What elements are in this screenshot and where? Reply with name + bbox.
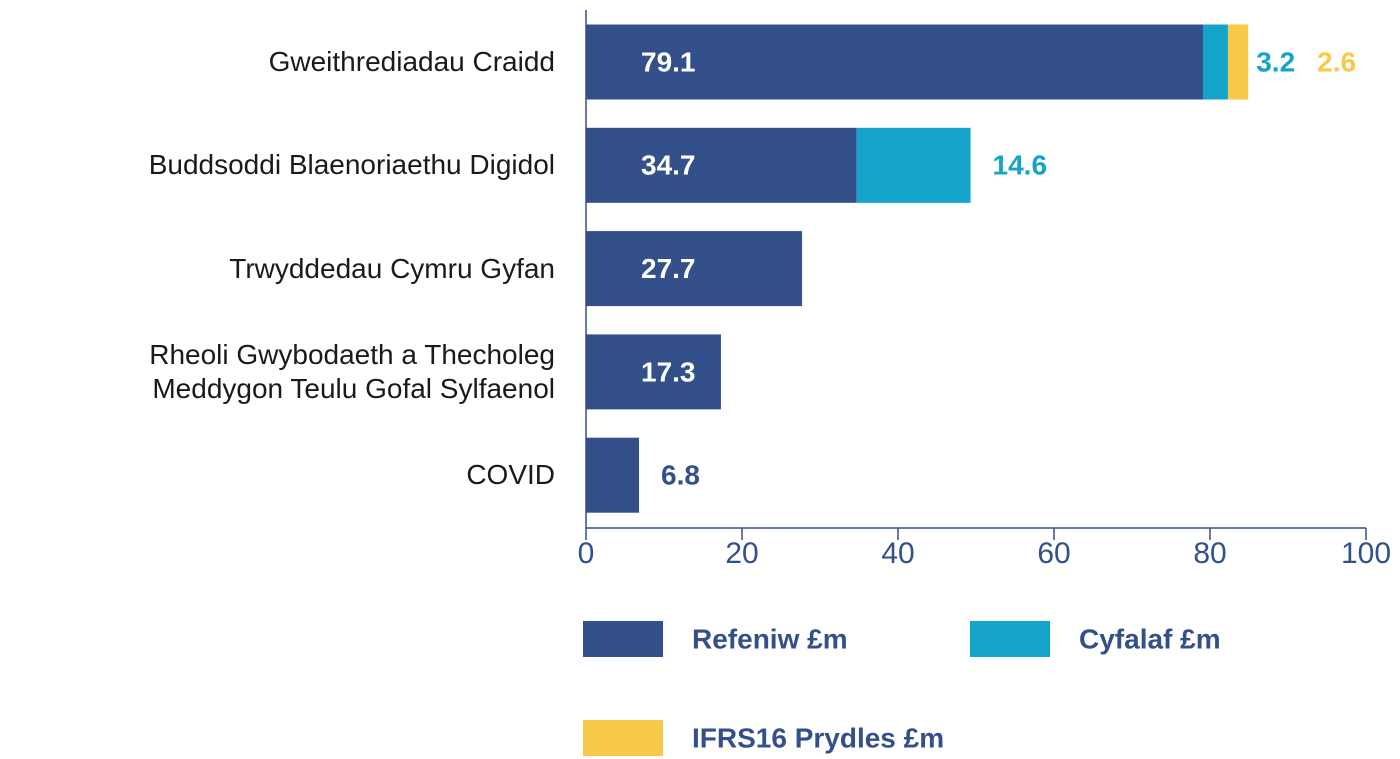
- x-tick-label: 40: [881, 537, 914, 570]
- value-label: 79.1: [641, 46, 696, 77]
- value-label: 2.6: [1317, 46, 1356, 77]
- legend-label: Cyfalaf £m: [1079, 623, 1221, 654]
- bar-segment: [586, 127, 857, 203]
- value-label: 3.2: [1256, 46, 1295, 77]
- bar-segment: [586, 334, 721, 410]
- bar-segment: [1227, 24, 1249, 100]
- legend-swatch: [970, 621, 1050, 657]
- category-label: COVID: [466, 459, 555, 491]
- bar-segment: [586, 24, 1203, 100]
- value-label: 6.8: [661, 460, 700, 491]
- value-label: 14.6: [993, 150, 1048, 181]
- legend-swatch: [583, 720, 663, 756]
- x-tick-label: 100: [1341, 537, 1391, 570]
- x-tick-label: 60: [1037, 537, 1070, 570]
- value-label: 17.3: [641, 356, 696, 387]
- category-label: Buddsoddi Blaenoriaethu Digidol: [148, 149, 555, 181]
- bar-segment: [586, 437, 640, 513]
- x-tick-label: 0: [578, 537, 595, 570]
- bar-segment: [856, 127, 971, 203]
- legend-label: Refeniw £m: [692, 623, 848, 654]
- x-tick-label: 20: [725, 537, 758, 570]
- legend-swatch: [583, 621, 663, 657]
- legend-label: IFRS16 Prydles £m: [692, 722, 944, 753]
- category-label: Trwyddedau Cymru Gyfan: [229, 252, 555, 284]
- category-label: Gweithrediadau Craidd: [268, 46, 555, 77]
- value-label: 34.7: [641, 150, 696, 181]
- value-label: 27.7: [641, 253, 696, 284]
- category-label: Rheoli Gwybodaeth a Thecholeg Meddygon T…: [149, 338, 555, 404]
- bar-segment: [1202, 24, 1228, 100]
- x-tick-label: 80: [1193, 537, 1226, 570]
- bar-segment: [586, 231, 803, 307]
